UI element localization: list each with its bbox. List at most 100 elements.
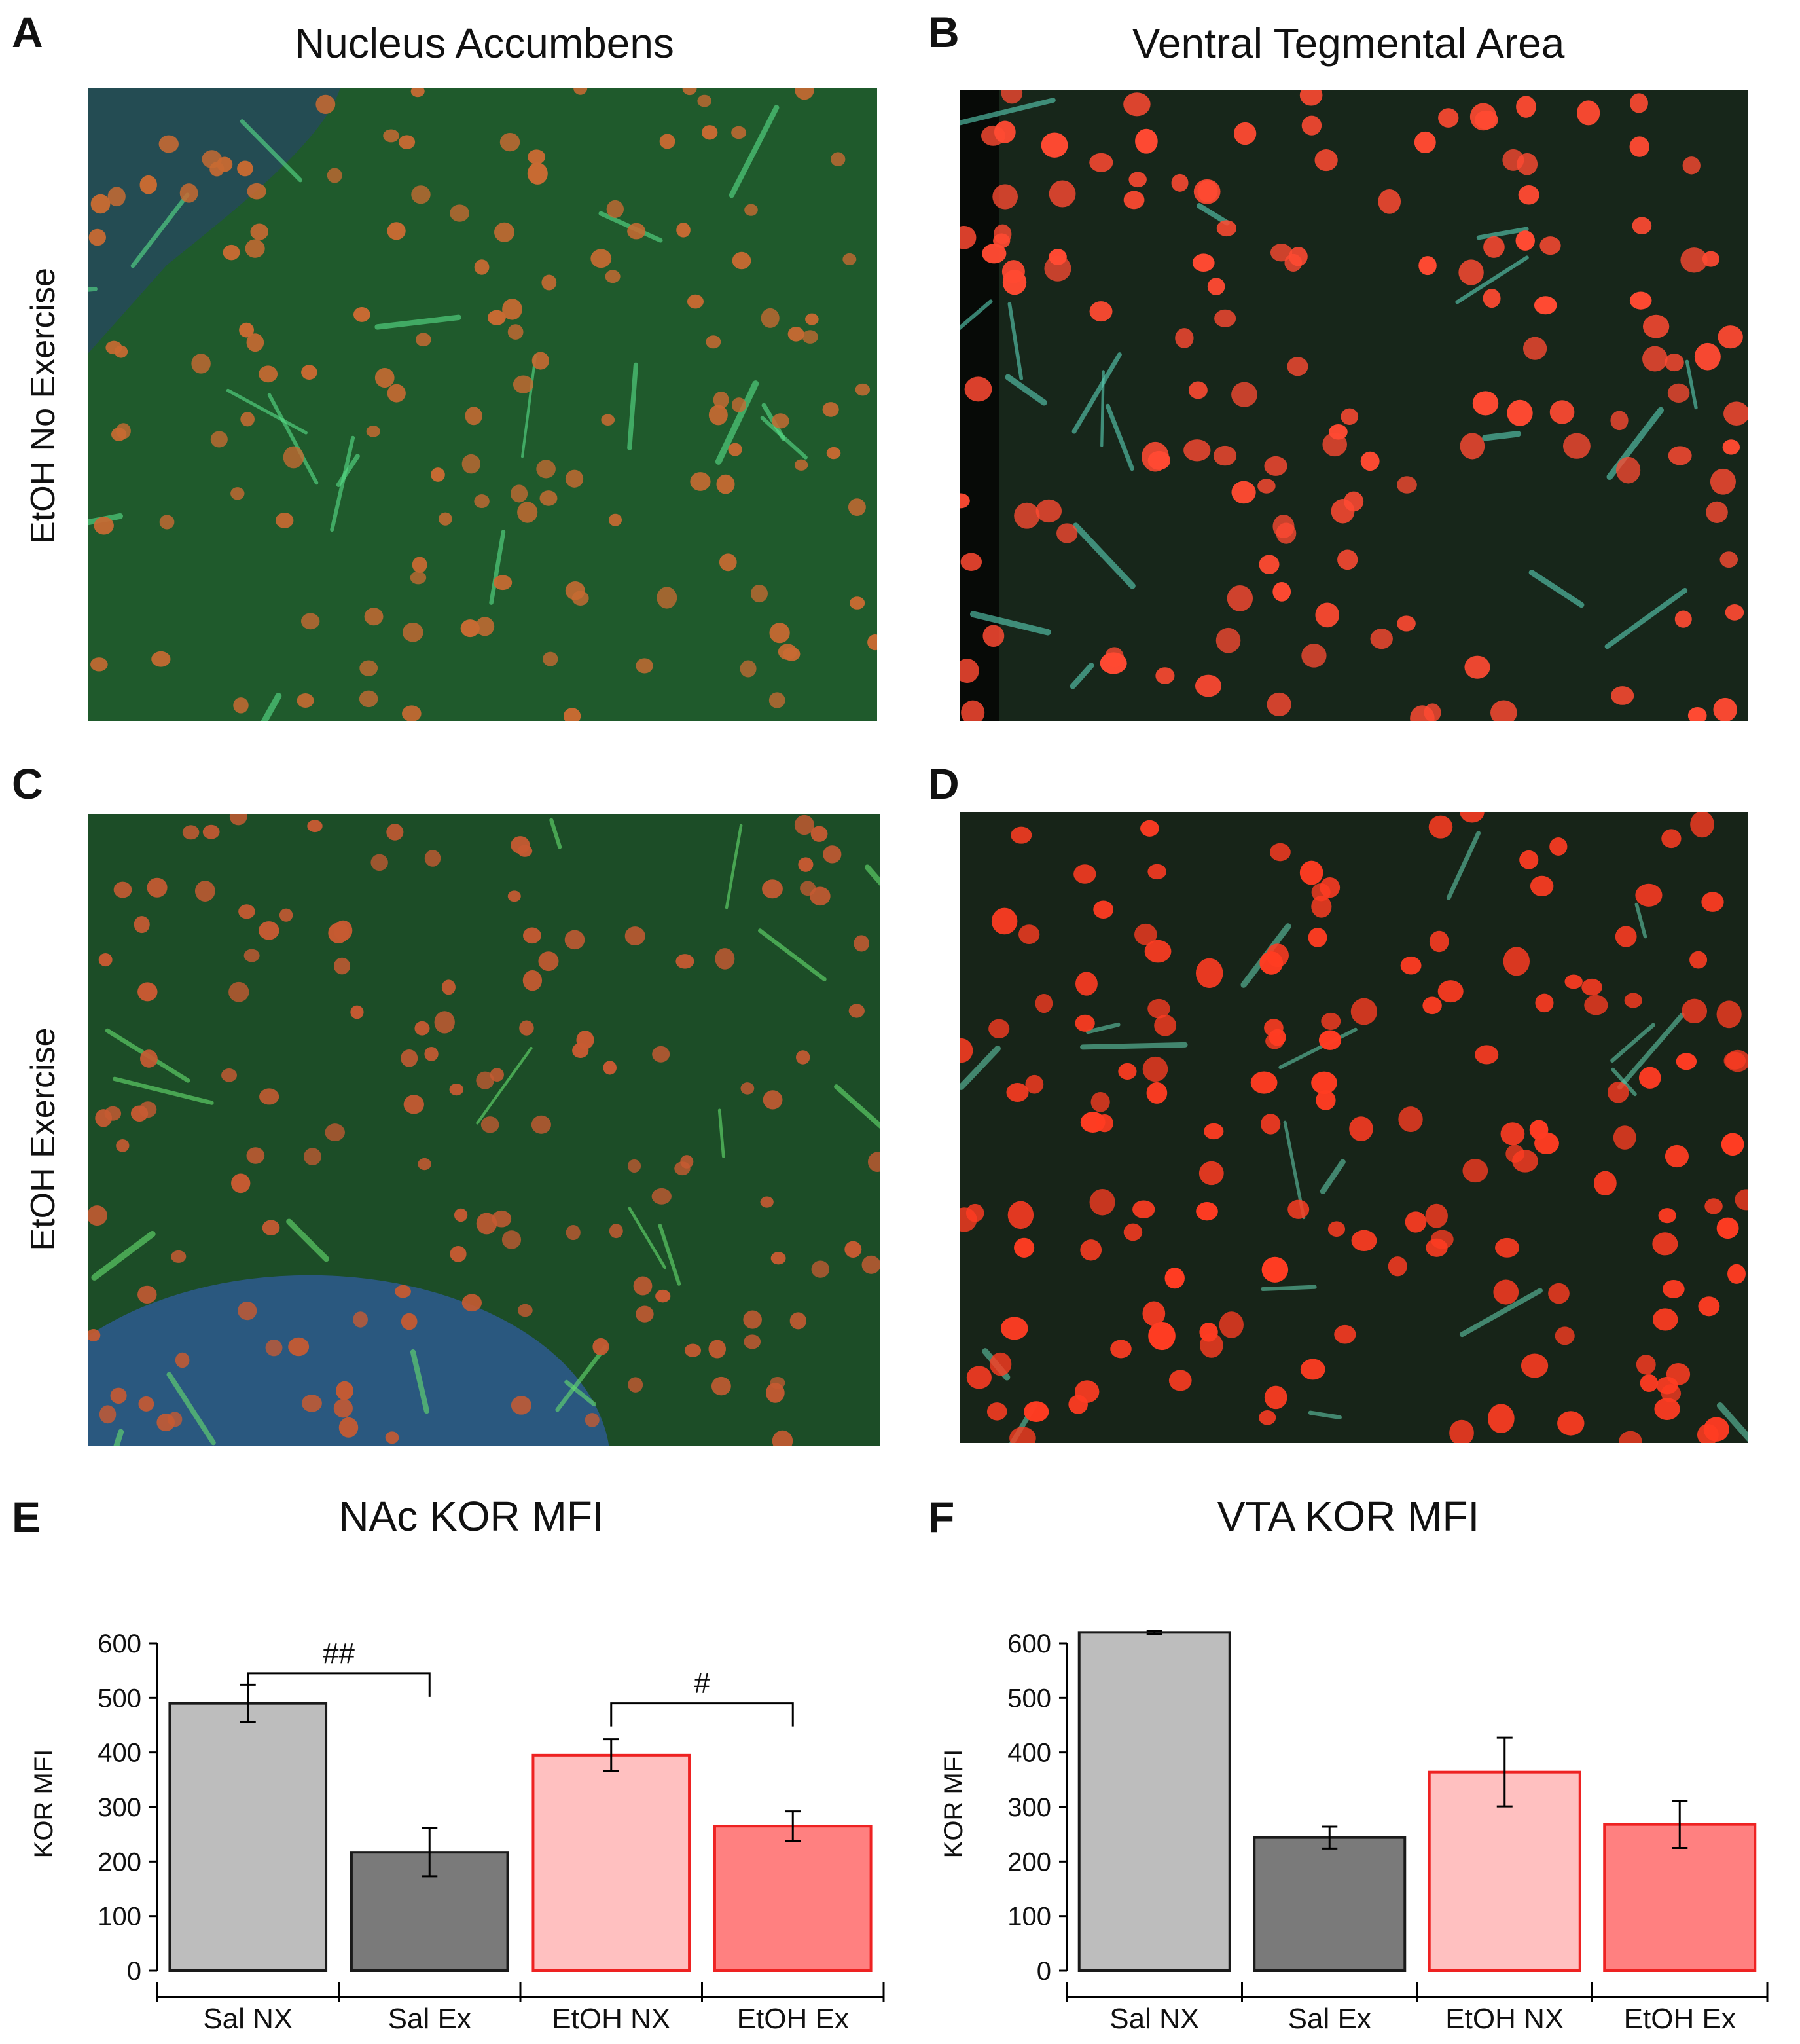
cell bbox=[848, 1004, 865, 1018]
cell bbox=[1615, 456, 1641, 484]
cell bbox=[387, 222, 406, 240]
y-tick-label: 400 bbox=[1007, 1739, 1051, 1768]
cell bbox=[490, 1068, 504, 1082]
cell bbox=[138, 1396, 154, 1412]
cell bbox=[301, 365, 317, 380]
cell bbox=[476, 1071, 494, 1089]
cell bbox=[502, 299, 522, 320]
vessel bbox=[226, 388, 308, 435]
cell bbox=[770, 1376, 785, 1389]
cell bbox=[1661, 829, 1682, 849]
vessel bbox=[725, 824, 743, 909]
x-tick-label: Sal NX bbox=[203, 2003, 293, 2035]
cell bbox=[1321, 1012, 1341, 1030]
cell bbox=[424, 850, 441, 867]
cell bbox=[460, 619, 480, 638]
panel-letter-d: D bbox=[928, 759, 960, 808]
cell bbox=[418, 1158, 431, 1171]
cell bbox=[850, 596, 865, 610]
title-vta-kor-mfi: VTA KOR MFI bbox=[1217, 1493, 1480, 1540]
vessel bbox=[555, 1345, 607, 1412]
cell bbox=[156, 1414, 175, 1432]
cell bbox=[1632, 217, 1652, 235]
cell bbox=[494, 222, 514, 242]
cell bbox=[1505, 1144, 1524, 1163]
cell bbox=[713, 391, 729, 409]
x-tick-label: Sal NX bbox=[1109, 2003, 1199, 2035]
cell bbox=[992, 184, 1018, 210]
cell bbox=[1594, 1171, 1617, 1195]
cell bbox=[1548, 1283, 1570, 1304]
cell bbox=[1227, 585, 1253, 611]
vessel bbox=[91, 1230, 156, 1281]
cell bbox=[449, 1083, 464, 1096]
vessel bbox=[564, 1379, 597, 1407]
cell bbox=[221, 1068, 237, 1082]
cell bbox=[1422, 996, 1442, 1015]
cell bbox=[783, 647, 801, 661]
cell bbox=[1635, 883, 1663, 907]
vessel bbox=[1610, 1023, 1655, 1063]
cell bbox=[1261, 1114, 1281, 1135]
vessel bbox=[1455, 255, 1529, 304]
cell bbox=[1269, 843, 1291, 862]
cell bbox=[1001, 90, 1023, 104]
y-tick-label: 0 bbox=[1037, 1957, 1051, 1986]
cell bbox=[1464, 655, 1490, 679]
cell bbox=[385, 1431, 399, 1444]
cell bbox=[636, 1305, 654, 1323]
cell bbox=[1148, 1321, 1176, 1351]
cell bbox=[1349, 1116, 1373, 1141]
cell bbox=[328, 922, 350, 943]
cell bbox=[1437, 980, 1464, 1003]
cell bbox=[474, 494, 490, 509]
cell bbox=[1722, 439, 1740, 455]
y-tick-label: 100 bbox=[1007, 1903, 1051, 1931]
cell bbox=[364, 608, 384, 626]
cell bbox=[1171, 173, 1189, 192]
vessel bbox=[1634, 902, 1647, 939]
cell bbox=[99, 1405, 117, 1424]
cell bbox=[1694, 342, 1721, 371]
cell bbox=[1723, 401, 1748, 426]
cell bbox=[848, 498, 866, 517]
cell bbox=[1701, 892, 1724, 912]
cell bbox=[175, 1352, 190, 1368]
cell bbox=[844, 1241, 862, 1258]
cell bbox=[706, 335, 721, 349]
cell bbox=[1642, 346, 1668, 372]
cell bbox=[240, 412, 255, 427]
vessel bbox=[112, 1076, 214, 1105]
y-tick-label: 400 bbox=[98, 1739, 141, 1768]
cell bbox=[1299, 860, 1323, 885]
cell bbox=[202, 824, 220, 839]
y-tick-label: 200 bbox=[98, 1848, 141, 1876]
cell bbox=[1400, 956, 1422, 975]
cell bbox=[702, 125, 718, 140]
cell bbox=[789, 1312, 807, 1330]
cell bbox=[609, 1224, 623, 1239]
cell bbox=[1035, 993, 1053, 1013]
cell bbox=[1334, 1324, 1356, 1344]
vessel bbox=[1617, 1012, 1685, 1090]
cell bbox=[988, 1019, 1010, 1038]
panel-letter-e: E bbox=[12, 1493, 41, 1541]
cell bbox=[1629, 136, 1649, 157]
cell bbox=[1388, 1256, 1407, 1277]
cell bbox=[697, 94, 712, 107]
cell bbox=[966, 1366, 992, 1389]
cell bbox=[1682, 156, 1701, 175]
vessel bbox=[113, 1429, 124, 1446]
cell bbox=[1611, 686, 1634, 705]
cell bbox=[564, 930, 585, 950]
cell bbox=[88, 1329, 101, 1341]
cell bbox=[731, 397, 746, 412]
cell bbox=[1134, 923, 1157, 945]
cell bbox=[1006, 1082, 1029, 1103]
cell bbox=[1557, 1411, 1585, 1436]
cell bbox=[1500, 1122, 1525, 1146]
cell bbox=[1462, 1159, 1488, 1183]
cell bbox=[336, 1381, 353, 1400]
cell bbox=[454, 1208, 468, 1222]
cell bbox=[1503, 947, 1530, 976]
